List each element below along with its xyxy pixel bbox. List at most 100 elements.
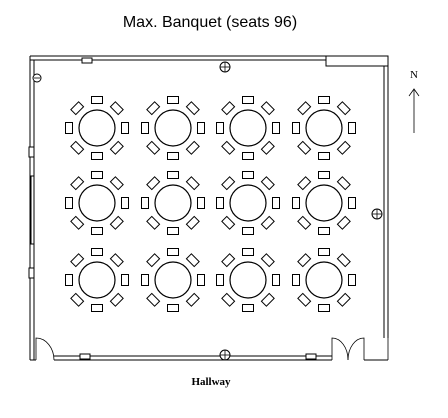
- chair-icon: [70, 176, 85, 191]
- chair-icon: [65, 274, 73, 286]
- chair-icon: [65, 197, 73, 209]
- floor-outlet-icon: [81, 57, 93, 64]
- chair-icon: [141, 274, 149, 286]
- chair-icon: [297, 253, 312, 268]
- chair-icon: [109, 215, 124, 230]
- chair-icon: [197, 197, 205, 209]
- floor-outlet-icon: [32, 73, 42, 83]
- chair-icon: [336, 176, 351, 191]
- table-group: [141, 96, 205, 160]
- table-group: [65, 171, 129, 235]
- chair-icon: [260, 176, 275, 191]
- floor-outlet-icon: [28, 146, 35, 158]
- left-wall-panel: [30, 175, 35, 245]
- chair-icon: [146, 101, 161, 116]
- chair-icon: [109, 140, 124, 155]
- chair-icon: [109, 176, 124, 191]
- chair-icon: [260, 253, 275, 268]
- table-group: [216, 96, 280, 160]
- table-group: [141, 248, 205, 312]
- chair-icon: [272, 197, 280, 209]
- floor-outlet-icon: [305, 353, 317, 360]
- chair-icon: [91, 152, 103, 160]
- chair-icon: [260, 140, 275, 155]
- chair-icon: [297, 176, 312, 191]
- chair-icon: [185, 215, 200, 230]
- chair-icon: [318, 171, 330, 179]
- table-group: [216, 248, 280, 312]
- round-banquet-table-icon: [305, 109, 343, 147]
- table-group: [292, 248, 356, 312]
- chair-icon: [260, 101, 275, 116]
- round-banquet-table-icon: [154, 184, 192, 222]
- floor-outlet-icon: [79, 353, 91, 360]
- chair-icon: [216, 122, 224, 134]
- round-banquet-table-icon: [305, 261, 343, 299]
- chair-icon: [70, 215, 85, 230]
- chair-icon: [318, 96, 330, 104]
- chair-icon: [197, 122, 205, 134]
- chair-icon: [70, 101, 85, 116]
- chair-icon: [348, 274, 356, 286]
- chair-icon: [146, 140, 161, 155]
- north-arrow-icon: [408, 88, 420, 133]
- chair-icon: [91, 171, 103, 179]
- top-right-alcove: [325, 55, 389, 67]
- chair-icon: [221, 292, 236, 307]
- chair-icon: [197, 274, 205, 286]
- chair-icon: [297, 140, 312, 155]
- chair-icon: [146, 215, 161, 230]
- chair-icon: [109, 101, 124, 116]
- chair-icon: [221, 140, 236, 155]
- chair-icon: [167, 248, 179, 256]
- table-group: [141, 171, 205, 235]
- table-group: [65, 248, 129, 312]
- chair-icon: [185, 176, 200, 191]
- chair-icon: [167, 304, 179, 312]
- round-banquet-table-icon: [154, 109, 192, 147]
- round-banquet-table-icon: [229, 184, 267, 222]
- chair-icon: [318, 304, 330, 312]
- chair-icon: [91, 248, 103, 256]
- chair-icon: [167, 227, 179, 235]
- chair-icon: [216, 274, 224, 286]
- floor-plan-title: Max. Banquet (seats 96): [123, 14, 297, 31]
- chair-icon: [242, 152, 254, 160]
- chair-icon: [121, 274, 129, 286]
- chair-icon: [221, 101, 236, 116]
- round-banquet-table-icon: [229, 261, 267, 299]
- chair-icon: [91, 96, 103, 104]
- chair-icon: [65, 122, 73, 134]
- floor-outlet-icon: [28, 267, 35, 279]
- chair-icon: [185, 140, 200, 155]
- round-banquet-table-icon: [78, 261, 116, 299]
- round-banquet-table-icon: [154, 261, 192, 299]
- chair-icon: [185, 101, 200, 116]
- chair-icon: [292, 122, 300, 134]
- chair-icon: [260, 292, 275, 307]
- chair-icon: [141, 122, 149, 134]
- table-group: [65, 96, 129, 160]
- chair-icon: [146, 176, 161, 191]
- chair-icon: [297, 101, 312, 116]
- chair-icon: [185, 292, 200, 307]
- chair-icon: [292, 197, 300, 209]
- chair-icon: [109, 292, 124, 307]
- hallway-label: Hallway: [191, 376, 231, 388]
- chair-icon: [221, 215, 236, 230]
- north-arrow: N: [408, 69, 420, 133]
- table-group: [292, 171, 356, 235]
- floor-outlet-icon: [219, 61, 231, 73]
- chair-icon: [272, 122, 280, 134]
- chair-icon: [242, 248, 254, 256]
- round-banquet-table-icon: [305, 184, 343, 222]
- north-label: N: [410, 69, 418, 81]
- chair-icon: [242, 96, 254, 104]
- chair-icon: [109, 253, 124, 268]
- table-group: [216, 171, 280, 235]
- chair-icon: [272, 274, 280, 286]
- chair-icon: [336, 253, 351, 268]
- chair-icon: [348, 197, 356, 209]
- chair-icon: [336, 101, 351, 116]
